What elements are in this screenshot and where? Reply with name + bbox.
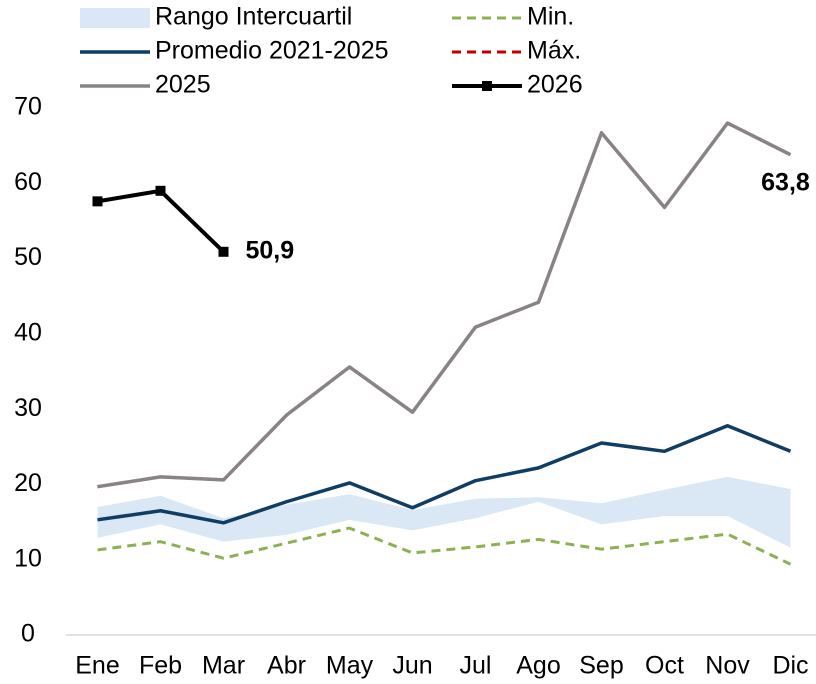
series-line (97, 526, 792, 566)
series-line (97, 423, 792, 525)
x-tick-label: Mar (202, 652, 245, 680)
y-tick-label: 40 (14, 318, 42, 346)
legend-label: Rango Intercuartil (155, 3, 352, 31)
x-tick-label: Abr (267, 652, 306, 680)
x-tick-label: Nov (705, 652, 750, 680)
x-tick-label: May (326, 652, 374, 680)
y-tick-label: 0 (21, 620, 35, 648)
legend-marker (482, 81, 492, 91)
y-tick-label: 20 (14, 469, 42, 497)
x-tick-label: Jun (392, 652, 432, 680)
iqr-band (97, 476, 791, 548)
x-tick-label: Oct (645, 652, 684, 680)
marker (218, 246, 229, 257)
y-tick-label: 60 (14, 168, 42, 196)
x-tick-label: Sep (579, 652, 623, 680)
y-tick-label: 70 (14, 93, 42, 121)
x-tick-label: Ago (516, 652, 560, 680)
x-tick-label: Feb (139, 652, 182, 680)
x-tick-label: Ene (75, 652, 119, 680)
legend-label: 2025 (155, 71, 211, 99)
value-label: 63,8 (761, 168, 810, 196)
legend-label: Promedio 2021-2025 (155, 37, 389, 65)
x-tick-label: Jul (460, 652, 492, 680)
legend-label: Min. (527, 3, 574, 31)
y-tick-label: 50 (14, 243, 42, 271)
legend-swatch (80, 8, 150, 28)
y-tick-label: 10 (14, 544, 42, 572)
legend-label: 2026 (527, 71, 583, 99)
marker (92, 196, 103, 207)
value-label: 50,9 (246, 236, 295, 264)
series-line (97, 121, 792, 489)
marker (155, 185, 166, 196)
legend-label: Máx. (527, 37, 581, 65)
x-tick-label: Dic (772, 652, 808, 680)
series-line (97, 188, 225, 254)
y-tick-label: 30 (14, 394, 42, 422)
